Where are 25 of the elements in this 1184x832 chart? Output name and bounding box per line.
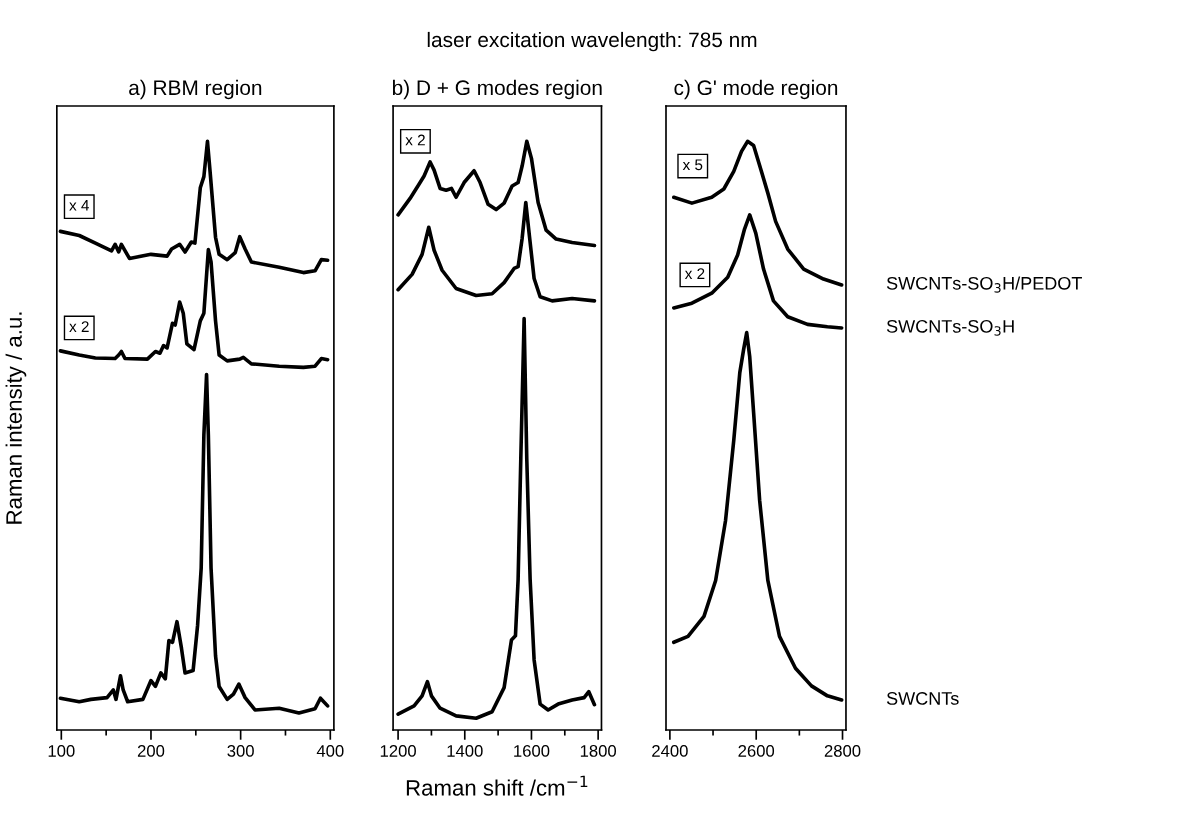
text: SWCNTs-SO$_{3}$H	[886, 319, 1014, 336]
x-tick-label: 100	[48, 745, 75, 757]
annotation: x 2	[684, 268, 705, 279]
annotation: x 2	[405, 134, 425, 146]
x-tick-label: 1200	[380, 745, 416, 757]
x-axis-title: Raman shift /cm$^{−1}$	[406, 775, 588, 796]
x-tick-label: 300	[227, 745, 254, 757]
x-tick-label: 200	[137, 745, 165, 757]
x-tick-label: 1800	[580, 745, 617, 757]
text: SWCNTs-SO$_{3}$H/PEDOT	[886, 276, 1082, 293]
x-tick-label: 2400	[652, 745, 688, 757]
chart-title: c) G' mode region	[674, 79, 838, 100]
chart-title: b) D + G modes region	[392, 79, 602, 100]
text: laser excitation wavelength: 785 nm	[427, 31, 757, 52]
annotation: x 5	[682, 159, 703, 171]
annotation: x 4	[69, 200, 89, 211]
annotation: x 2	[69, 321, 89, 332]
x-tick-label: 2800	[824, 745, 861, 757]
x-tick-label: 2600	[738, 745, 775, 757]
text: SWCNTs	[886, 692, 959, 705]
x-tick-label: 1400	[447, 745, 483, 757]
y-axis-title: Raman intensity / a.u.	[5, 312, 27, 524]
x-tick-label: 1600	[514, 745, 550, 757]
chart-title: a) RBM region	[129, 79, 262, 100]
x-tick-label: 400	[316, 745, 344, 757]
